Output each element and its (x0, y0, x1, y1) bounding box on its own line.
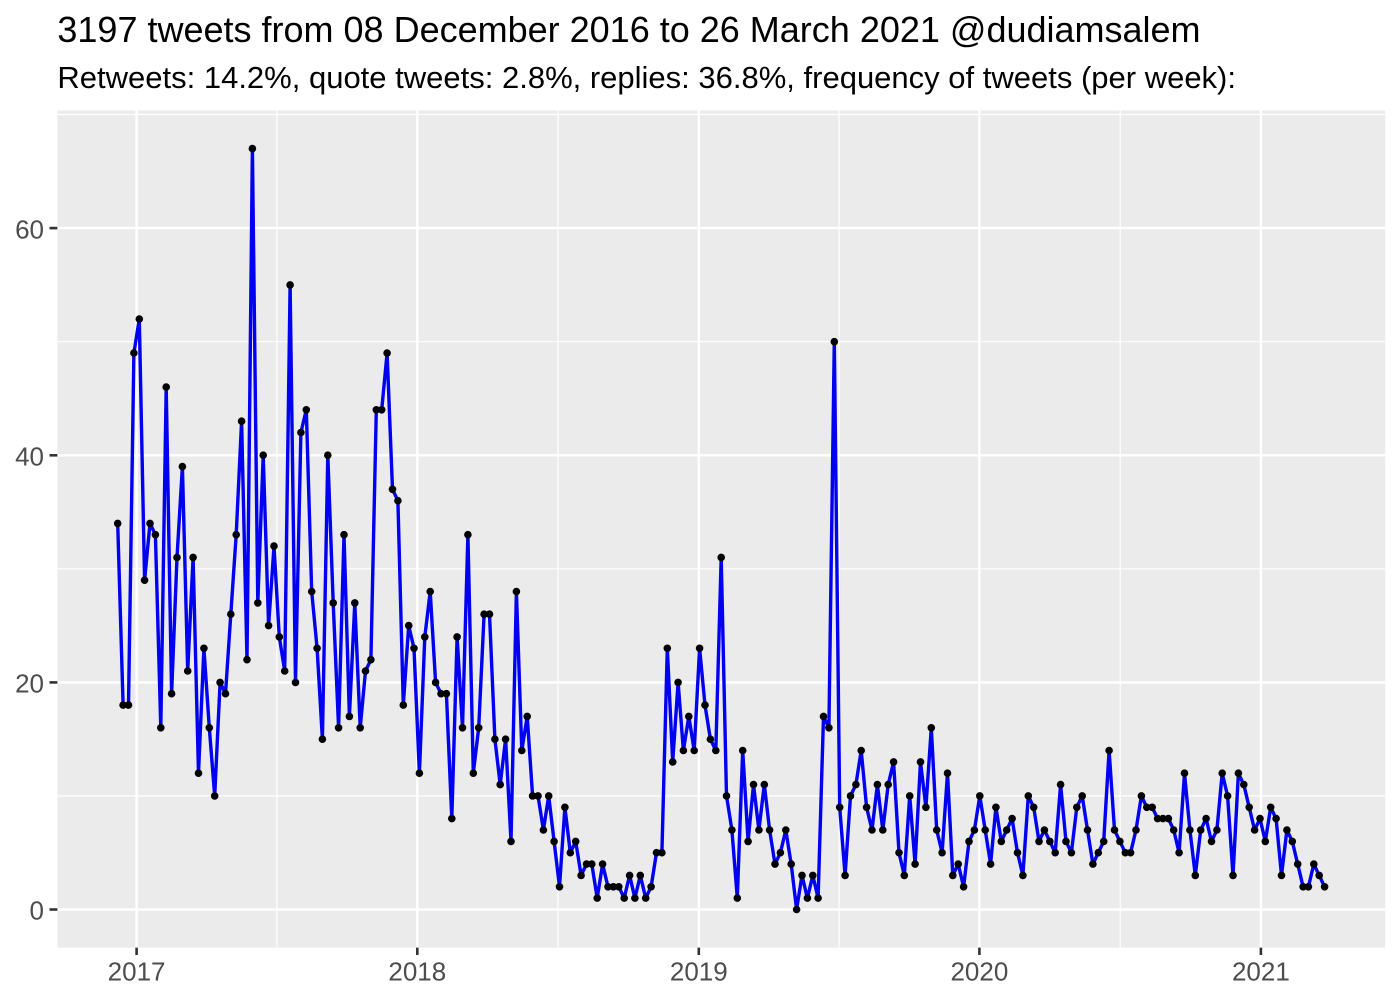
svg-text:60: 60 (15, 214, 44, 244)
svg-text:40: 40 (15, 442, 44, 472)
svg-text:2021: 2021 (1232, 957, 1290, 987)
svg-text:2017: 2017 (108, 957, 166, 987)
svg-text:2019: 2019 (670, 957, 728, 987)
svg-text:0: 0 (30, 896, 44, 926)
svg-text:3197 tweets from 08 December 2: 3197 tweets from 08 December 2016 to 26 … (57, 9, 1200, 50)
svg-text:Retweets: 14.2%, quote tweets:: Retweets: 14.2%, quote tweets: 2.8%, rep… (57, 60, 1236, 95)
svg-text:20: 20 (15, 669, 44, 699)
svg-text:2018: 2018 (388, 957, 446, 987)
svg-text:2020: 2020 (950, 957, 1008, 987)
